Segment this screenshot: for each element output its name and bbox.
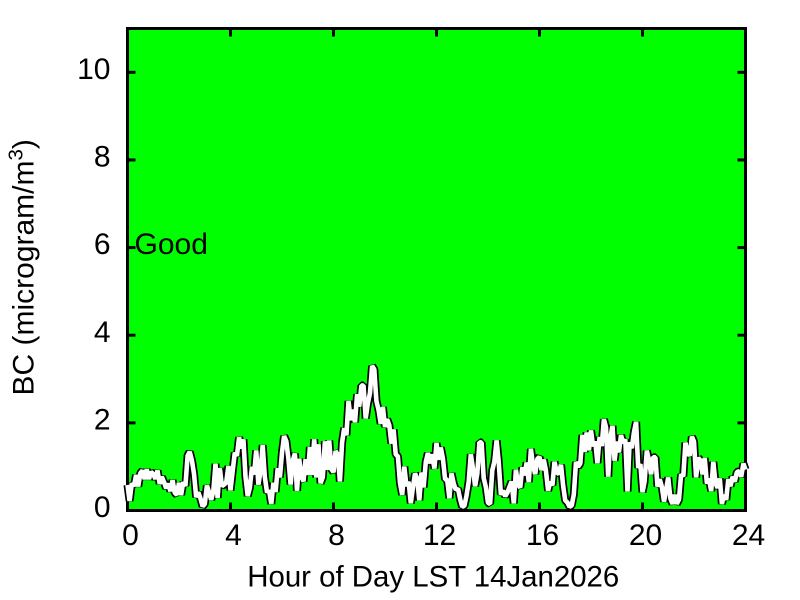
svg-text:24: 24 xyxy=(732,519,765,552)
svg-text:8: 8 xyxy=(94,141,111,174)
svg-text:12: 12 xyxy=(423,519,456,552)
svg-text:0: 0 xyxy=(122,519,139,552)
svg-text:0: 0 xyxy=(94,491,111,524)
svg-text:20: 20 xyxy=(629,519,662,552)
svg-text:8: 8 xyxy=(328,519,345,552)
svg-text:Good: Good xyxy=(135,228,208,261)
svg-text:16: 16 xyxy=(526,519,559,552)
svg-text:4: 4 xyxy=(94,316,111,349)
svg-text:4: 4 xyxy=(225,519,242,552)
svg-text:2: 2 xyxy=(94,404,111,437)
svg-text:BC (microgram/m3): BC (microgram/m3) xyxy=(5,139,41,395)
svg-text:Hour of Day LST 14Jan2026: Hour of Day LST 14Jan2026 xyxy=(247,561,619,594)
svg-text:6: 6 xyxy=(94,228,111,261)
svg-text:10: 10 xyxy=(77,53,110,86)
